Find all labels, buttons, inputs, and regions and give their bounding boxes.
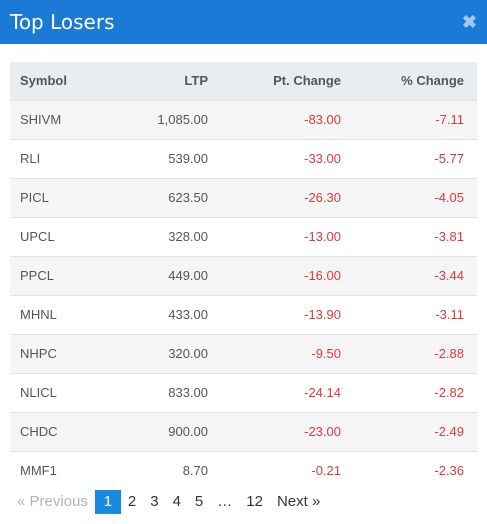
table-row[interactable]: SHIVM 1,085.00 -83.00 -7.11 (10, 100, 477, 140)
header-pt-change[interactable]: Pt. Change (208, 62, 341, 101)
symbol-cell: MMF1 (20, 463, 57, 479)
table-row[interactable]: PPCL 449.00 -16.00 -3.44 (10, 256, 477, 296)
pct-change-cell: -2.82 (341, 373, 477, 413)
symbol-cell: PICL (10, 178, 110, 218)
symbol-cell: SHIVM (10, 100, 110, 140)
page-5-button[interactable]: 5 (194, 493, 204, 510)
page-12-button[interactable]: 12 (246, 493, 263, 510)
losers-table-container: Symbol LTP Pt. Change % Change SHIVM 1,08… (10, 62, 477, 490)
symbol-cell: NLICL (10, 373, 110, 413)
next-page-button[interactable]: Next » (276, 493, 321, 510)
symbol-cell: MHNL (10, 295, 110, 335)
pct-change-cell: -3.81 (341, 217, 477, 257)
table-row[interactable]: RLI 539.00 -33.00 -5.77 (10, 139, 477, 179)
symbol-cell: RLI (10, 139, 110, 179)
ltp-cell: 900.00 (110, 412, 208, 452)
ltp-cell: 8.70 (182, 463, 208, 479)
ltp-cell: 449.00 (110, 256, 208, 296)
losers-table: Symbol LTP Pt. Change % Change SHIVM 1,08… (10, 62, 477, 490)
table-row[interactable]: MMF1 8.70 -0.21 -2.36 (10, 451, 477, 490)
pt-change-cell: -13.90 (208, 295, 341, 335)
table-row[interactable]: PICL 623.50 -26.30 -4.05 (10, 178, 477, 218)
pagination-ellipsis: … (217, 493, 233, 510)
table-row[interactable]: NLICL 833.00 -24.14 -2.82 (10, 373, 477, 413)
pt-change-cell: -0.21 (311, 463, 341, 479)
ltp-cell: 433.00 (110, 295, 208, 335)
pct-change-cell: -4.05 (341, 178, 477, 218)
pct-change-cell: -3.11 (341, 295, 477, 335)
pct-change-cell: -7.11 (341, 100, 477, 140)
page-4-button[interactable]: 4 (172, 493, 181, 510)
symbol-cell: UPCL (10, 217, 110, 257)
page-1-button[interactable]: 1 (94, 490, 121, 514)
pt-change-cell: -9.50 (208, 334, 341, 374)
table-header-row: Symbol LTP Pt. Change % Change (10, 62, 477, 101)
pt-change-cell: -83.00 (208, 100, 341, 140)
ltp-cell: 328.00 (110, 217, 208, 257)
header-pct-change[interactable]: % Change (341, 62, 477, 101)
page-3-button[interactable]: 3 (150, 493, 159, 510)
modal-title: Top Losers (10, 10, 115, 34)
pt-change-cell: -24.14 (208, 373, 341, 413)
previous-page-button[interactable]: « Previous (17, 493, 88, 510)
symbol-cell: PPCL (10, 256, 110, 296)
ltp-cell: 320.00 (110, 334, 208, 374)
close-icon[interactable]: ✖ (461, 12, 477, 32)
pt-change-cell: -23.00 (208, 412, 341, 452)
modal-header: Top Losers ✖ (0, 0, 487, 44)
ltp-cell: 539.00 (110, 139, 208, 179)
ltp-cell: 1,085.00 (110, 100, 208, 140)
header-ltp[interactable]: LTP (110, 62, 208, 101)
page-2-button[interactable]: 2 (127, 493, 137, 510)
ltp-cell: 833.00 (110, 373, 208, 413)
pct-change-cell: -2.36 (434, 463, 464, 479)
pct-change-cell: -5.77 (341, 139, 477, 179)
table-row[interactable]: MHNL 433.00 -13.90 -3.11 (10, 295, 477, 335)
table-row[interactable]: NHPC 320.00 -9.50 -2.88 (10, 334, 477, 374)
pagination: « Previous 1 2 3 4 5 … 12 Next » (10, 490, 327, 514)
header-symbol[interactable]: Symbol (10, 62, 110, 101)
table-row[interactable]: UPCL 328.00 -13.00 -3.81 (10, 217, 477, 257)
ltp-cell: 623.50 (110, 178, 208, 218)
pct-change-cell: -3.44 (341, 256, 477, 296)
symbol-cell: NHPC (10, 334, 110, 374)
table-row[interactable]: CHDC 900.00 -23.00 -2.49 (10, 412, 477, 452)
pt-change-cell: -13.00 (208, 217, 341, 257)
pt-change-cell: -26.30 (208, 178, 341, 218)
pct-change-cell: -2.88 (341, 334, 477, 374)
pct-change-cell: -2.49 (341, 412, 477, 452)
symbol-cell: CHDC (10, 412, 110, 452)
pt-change-cell: -16.00 (208, 256, 341, 296)
pt-change-cell: -33.00 (208, 139, 341, 179)
